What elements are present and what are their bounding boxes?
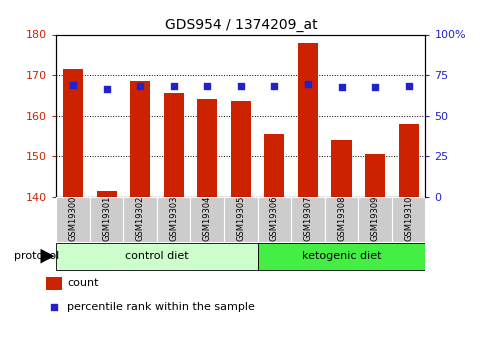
Point xyxy=(236,83,244,88)
Point xyxy=(102,86,110,91)
Text: control diet: control diet xyxy=(125,251,188,261)
Text: GSM19304: GSM19304 xyxy=(203,196,211,241)
Bar xyxy=(56,197,90,241)
Bar xyxy=(264,134,284,197)
Bar xyxy=(56,243,257,270)
Text: GSM19307: GSM19307 xyxy=(303,195,312,241)
Text: GSM19303: GSM19303 xyxy=(169,195,178,241)
Bar xyxy=(257,243,425,270)
Bar xyxy=(331,140,351,197)
Bar xyxy=(163,93,183,197)
Bar xyxy=(257,197,290,241)
Text: GSM19305: GSM19305 xyxy=(236,196,245,241)
Bar xyxy=(90,197,123,241)
Bar xyxy=(46,277,61,290)
Bar xyxy=(63,69,83,197)
Text: GSM19306: GSM19306 xyxy=(269,195,278,241)
Point xyxy=(304,81,311,87)
Text: GSM19308: GSM19308 xyxy=(336,195,346,241)
Bar xyxy=(230,101,250,197)
Point xyxy=(169,83,177,88)
Bar xyxy=(297,42,317,197)
Bar xyxy=(358,197,391,241)
Bar xyxy=(190,197,224,241)
Point xyxy=(370,85,378,90)
Bar xyxy=(290,197,324,241)
Text: GSM19300: GSM19300 xyxy=(68,196,78,241)
Point xyxy=(203,83,211,88)
Title: GDS954 / 1374209_at: GDS954 / 1374209_at xyxy=(164,18,317,32)
Bar xyxy=(364,154,385,197)
Bar xyxy=(391,197,425,241)
Text: count: count xyxy=(67,278,99,288)
Text: GSM19309: GSM19309 xyxy=(370,196,379,241)
Bar xyxy=(324,197,358,241)
Bar xyxy=(123,197,157,241)
Text: GSM19310: GSM19310 xyxy=(403,196,412,241)
Bar xyxy=(96,190,117,197)
Text: percentile rank within the sample: percentile rank within the sample xyxy=(67,302,255,312)
Text: protocol: protocol xyxy=(14,250,59,260)
Bar xyxy=(398,124,418,197)
Point xyxy=(404,83,412,89)
Bar xyxy=(157,197,190,241)
Point xyxy=(50,304,58,310)
Bar xyxy=(130,81,150,197)
Point xyxy=(337,85,345,90)
Point xyxy=(270,83,278,89)
Point xyxy=(136,83,144,88)
Text: GSM19301: GSM19301 xyxy=(102,196,111,241)
Text: GSM19302: GSM19302 xyxy=(135,196,144,241)
Polygon shape xyxy=(41,249,55,264)
Bar xyxy=(224,197,257,241)
Text: ketogenic diet: ketogenic diet xyxy=(301,251,381,261)
Bar xyxy=(197,99,217,197)
Point xyxy=(69,82,77,88)
